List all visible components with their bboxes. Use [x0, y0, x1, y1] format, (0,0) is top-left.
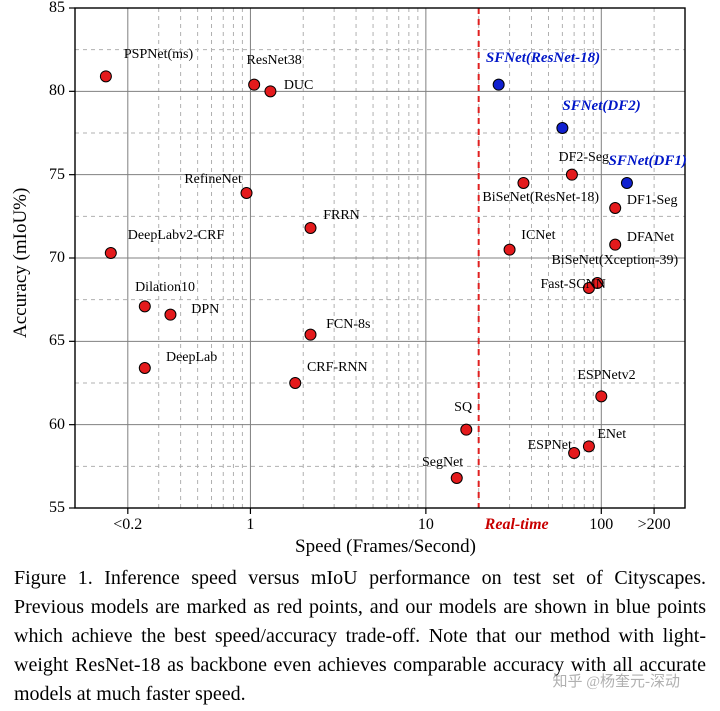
point-label: DFANet [627, 231, 674, 245]
point-label: PSPNet(ms) [124, 48, 193, 62]
point-label: RefineNet [184, 173, 242, 187]
point-label: ResNet38 [247, 54, 302, 68]
point-label: Dilation10 [135, 281, 195, 295]
point-label: ICNet [521, 229, 555, 243]
point-label: SegNet [422, 456, 463, 470]
point-label: SFNet(DF2) [562, 99, 640, 114]
point-label: DF2-Seg [558, 151, 609, 165]
point-label: SFNet(DF1) [609, 154, 687, 169]
point-label: SFNet(ResNet-18) [486, 51, 600, 66]
y-tick-label: 80 [0, 82, 65, 100]
y-tick-label: 60 [0, 416, 65, 434]
point-label: DUC [284, 79, 314, 93]
x-tick-label: 100 [571, 516, 631, 534]
x-axis-label: Speed (Frames/Second) [295, 536, 476, 558]
point-label: Fast-SCNN [540, 278, 605, 292]
point-label: BiSeNet(ResNet-18) [482, 191, 599, 205]
point-label: SQ [454, 401, 472, 415]
point-label: DeepLabv2-CRF [128, 229, 224, 243]
x-tick-label: >200 [624, 516, 684, 534]
y-tick-label: 55 [0, 499, 65, 517]
point-label: FCN-8s [326, 318, 370, 332]
watermark-text: 知乎 @杨奎元-深动 [552, 670, 680, 691]
point-label: BiSeNet(Xception-39) [551, 254, 678, 268]
point-label: ENet [597, 428, 626, 442]
point-label: DeepLab [166, 351, 217, 365]
x-tick-label: 1 [220, 516, 280, 534]
point-label: DPN [191, 303, 219, 317]
point-label: DF1-Seg [627, 194, 678, 208]
point-label: ESPNetv2 [577, 369, 635, 383]
y-tick-label: 75 [0, 166, 65, 184]
point-label: FRRN [323, 209, 360, 223]
point-label: CRF-RNN [307, 361, 368, 375]
y-axis-label: Accuracy (mIoU%) [10, 188, 32, 338]
x-tick-label: 10 [396, 516, 456, 534]
realtime-label: Real-time [485, 516, 549, 534]
y-tick-label: 85 [0, 0, 65, 17]
x-tick-label: <0.2 [98, 516, 158, 534]
point-label: ESPNet [528, 439, 572, 453]
